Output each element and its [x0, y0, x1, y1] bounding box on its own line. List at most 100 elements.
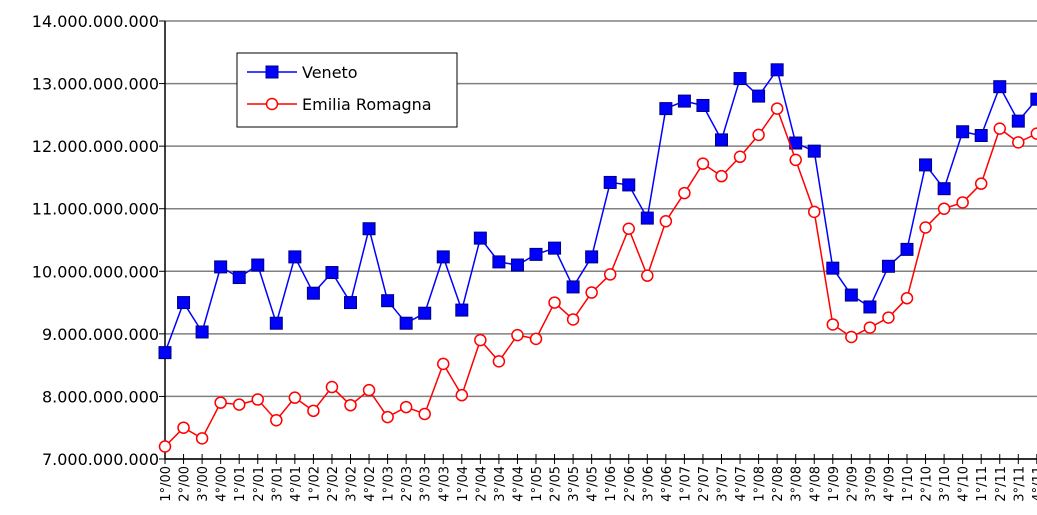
- point: [677, 94, 691, 108]
- point: [436, 250, 450, 264]
- point: [566, 313, 580, 326]
- point: [232, 271, 246, 285]
- y-tick-label: 14.000.000.000: [32, 12, 159, 31]
- point: [325, 266, 339, 280]
- x-tick-label: 4°/07: [734, 466, 749, 502]
- x-tick-label: 3°/08: [790, 466, 805, 502]
- point: [863, 321, 877, 334]
- point: [640, 211, 654, 225]
- x-tick-label: 2°/04: [474, 466, 489, 502]
- point: [826, 318, 840, 331]
- point: [845, 330, 858, 344]
- x-tick-label: 2°/11: [994, 466, 1009, 502]
- point: [529, 247, 543, 261]
- point: [881, 259, 895, 273]
- point: [622, 222, 635, 235]
- point: [919, 158, 933, 172]
- y-tick-label: 8.000.000.000: [42, 387, 159, 406]
- point: [214, 260, 228, 274]
- point: [288, 250, 302, 264]
- point: [808, 205, 821, 219]
- x-tick-label: 3°/05: [567, 466, 582, 502]
- y-tick-label: 11.000.000.000: [32, 200, 159, 219]
- point: [900, 242, 914, 256]
- x-tick-label: 3°/00: [196, 466, 211, 502]
- x-tick-label: 2°/05: [549, 466, 564, 502]
- point: [455, 303, 469, 317]
- point: [362, 222, 376, 236]
- x-tick-label: 3°/06: [641, 466, 656, 502]
- point: [251, 258, 265, 272]
- point: [158, 346, 172, 360]
- x-tick-label: 2°/07: [697, 466, 712, 502]
- x-tick-label: 1°/07: [678, 466, 693, 502]
- point: [678, 186, 691, 200]
- x-tick-label: 2°/06: [623, 466, 638, 502]
- legend-marker: [265, 65, 279, 79]
- point: [566, 280, 580, 294]
- point: [269, 316, 283, 330]
- x-tick-label: 3°/07: [716, 466, 731, 502]
- point: [214, 396, 227, 409]
- x-tick-label: 2°/09: [845, 466, 860, 502]
- point: [752, 89, 766, 103]
- point: [752, 128, 765, 142]
- point: [863, 300, 877, 314]
- x-tick-label: 3°/03: [419, 466, 434, 502]
- point: [956, 125, 970, 139]
- point: [344, 398, 357, 412]
- point: [418, 407, 431, 421]
- point: [993, 80, 1007, 94]
- x-tick-label: 1°/04: [456, 466, 471, 502]
- point: [1030, 127, 1037, 140]
- x-tick-label: 3°/09: [864, 466, 879, 502]
- point: [362, 383, 376, 397]
- point: [826, 261, 840, 275]
- point: [974, 177, 988, 190]
- x-tick-label: 1°/05: [530, 466, 545, 502]
- point: [437, 357, 450, 371]
- y-tick-label: 12.000.000.000: [32, 137, 159, 156]
- x-tick-label: 1°/02: [307, 466, 322, 502]
- x-tick-label: 1°/03: [382, 466, 397, 502]
- x-tick-label: 4°/01: [289, 466, 304, 502]
- point: [474, 333, 487, 347]
- point: [919, 221, 932, 234]
- point: [733, 72, 747, 86]
- point: [974, 129, 988, 143]
- point: [251, 393, 264, 406]
- point: [529, 332, 543, 346]
- point: [177, 296, 191, 310]
- point: [844, 288, 858, 302]
- x-tick-label: 3°/11: [1012, 466, 1027, 502]
- x-tick-label: 3°/10: [938, 466, 953, 502]
- point: [158, 440, 172, 453]
- point: [622, 178, 636, 192]
- x-tick-label: 4°/05: [586, 466, 601, 502]
- x-tick-label: 3°/04: [493, 466, 508, 502]
- x-tick-label: 4°/00: [215, 466, 230, 502]
- point: [715, 169, 728, 183]
- point: [195, 325, 209, 339]
- point: [603, 268, 617, 281]
- x-tick-label: 4°/08: [808, 466, 823, 502]
- point: [473, 231, 487, 245]
- point: [455, 388, 469, 402]
- point: [585, 250, 599, 264]
- x-tick-label: 1°/00: [159, 466, 174, 502]
- point: [381, 294, 395, 308]
- x-tick-label: 1°/01: [233, 466, 248, 502]
- x-tick-label: 1°/11: [975, 466, 990, 502]
- legend-label: Emilia Romagna: [302, 95, 432, 114]
- point: [548, 296, 561, 309]
- x-tick-label: 3°/02: [345, 466, 360, 502]
- x-tick-label: 1°/09: [827, 466, 842, 502]
- point: [492, 255, 506, 269]
- point: [956, 196, 969, 209]
- x-tick-label: 1°/08: [753, 466, 768, 502]
- x-tick-label: 2°/10: [920, 466, 935, 502]
- point: [288, 391, 302, 404]
- point: [789, 153, 802, 167]
- point: [770, 63, 784, 77]
